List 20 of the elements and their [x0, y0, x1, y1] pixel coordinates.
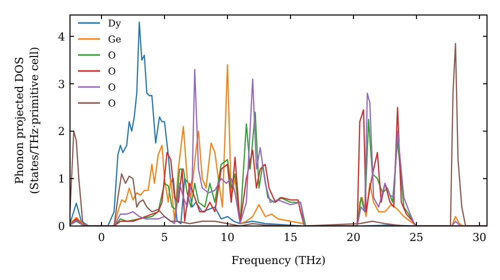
x-tick-label: 20 [346, 231, 360, 244]
x-axis-title: Frequency (THz) [231, 254, 326, 267]
y-tick-label: 2 [58, 125, 65, 138]
legend-label: O [108, 50, 116, 62]
x-tick-label: 0 [98, 231, 105, 244]
y-axis-title: Phonon projected DOS (States/THz·primitive cell) [13, 46, 41, 194]
legend-label: Ge [108, 34, 122, 46]
y-tick-label: 0 [58, 220, 65, 233]
y-tick-label: 3 [58, 78, 65, 91]
legend-label: O [108, 82, 116, 94]
x-tick-label: 5 [160, 231, 168, 244]
x-tick-label: 30 [472, 231, 486, 244]
legend-label: O [108, 98, 116, 110]
x-tick-label: 15 [283, 231, 298, 244]
y-tick-label: 1 [58, 172, 65, 186]
legend-label: Dy [108, 18, 122, 30]
x-tick-label: 25 [409, 231, 424, 244]
legend-label: O [108, 66, 116, 78]
x-tick-label: 10 [220, 231, 234, 244]
y-tick-label: 4 [58, 30, 65, 44]
